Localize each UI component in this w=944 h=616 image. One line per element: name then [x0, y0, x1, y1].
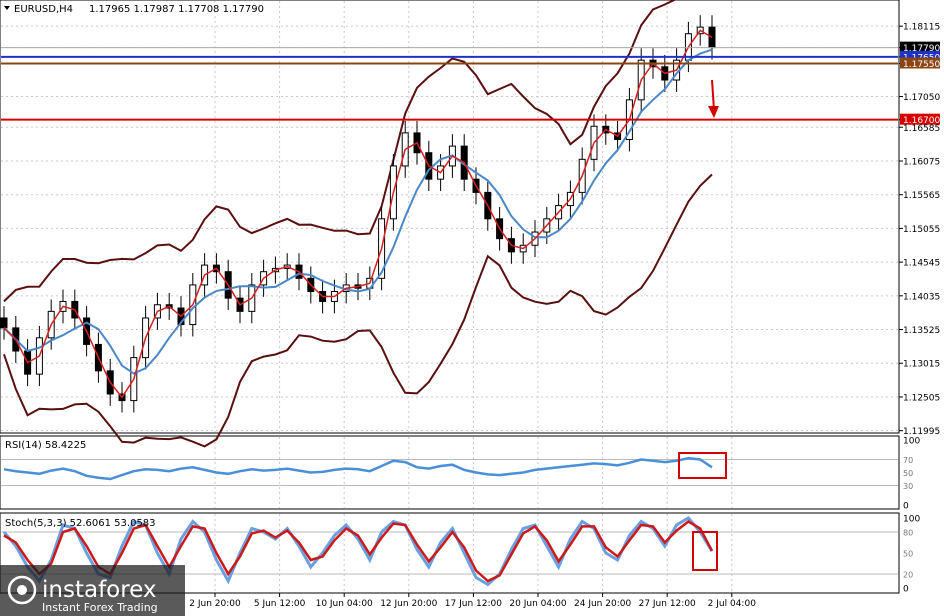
stoch-tick-20: 20 [903, 571, 913, 580]
price-label-1.11995: 1.11995 [903, 427, 940, 437]
price-tag-bg [900, 113, 940, 125]
price-tag-1.17790: 1.17790 [903, 44, 940, 54]
price-label-1.12505: 1.12505 [903, 393, 940, 403]
price-label-1.17050: 1.17050 [903, 93, 940, 103]
rsi-tick-70: 70 [903, 456, 913, 465]
time-label-2: 10 Jun 04:00 [316, 599, 373, 609]
time-label-4: 17 Jun 12:00 [445, 599, 502, 609]
time-label-7: 27 Jun 12:00 [639, 599, 696, 609]
price-tag-bg [900, 57, 940, 69]
rsi-highlight-box [678, 452, 727, 479]
stoch-tick-80: 80 [903, 529, 913, 538]
grid-lines [1, 1, 898, 592]
down-arrow-shaft [711, 79, 715, 111]
bollinger-upper [3, 0, 677, 303]
ma-fast-line [3, 29, 713, 399]
dropdown-triangle-icon[interactable] [4, 6, 10, 10]
rsi-title: RSI(14) 58.4225 [5, 440, 86, 451]
rsi-tick-30: 30 [903, 482, 913, 491]
stoch-tick-100: 100 [903, 515, 920, 525]
price-label-1.16585: 1.16585 [903, 124, 940, 134]
price-label-1.14035: 1.14035 [903, 292, 940, 302]
price-tag-1.17550: 1.17550 [903, 60, 940, 70]
price-label-1.15565: 1.15565 [903, 191, 940, 201]
price-label-1.15055: 1.15055 [903, 225, 940, 235]
time-label-8: 2 Jul 04:00 [708, 599, 757, 609]
ohlc-readout: 1.17965 1.17987 1.17708 1.17790 [89, 4, 264, 15]
stoch-highlight-box [692, 531, 718, 571]
instaforex-logo: instaforex Instant Forex Trading [0, 565, 185, 616]
rsi-indicator: 100 70 50 30 0 [1, 437, 920, 512]
bollinger-lower [3, 173, 713, 448]
rsi-tick-0: 0 [903, 502, 909, 512]
moving-averages [3, 29, 713, 399]
time-axis: 2 Jun 20:00 5 Jun 12:00 10 Jun 04:00 12 Jun… [189, 593, 756, 609]
rsi-pane-frame [0, 435, 900, 510]
price-tag-bg [900, 41, 940, 53]
price-label-1.14545: 1.14545 [903, 259, 940, 269]
time-label-1: 5 Jun 12:00 [254, 599, 306, 609]
ma-slow-line [3, 48, 713, 375]
price-tag-bg [900, 50, 940, 62]
price-label-1.13525: 1.13525 [903, 326, 940, 336]
rsi-line [3, 456, 713, 481]
logo-swirl-icon [7, 575, 37, 605]
rsi-tick-100: 100 [903, 437, 920, 447]
chart-title: EURUSD,H4 [14, 4, 73, 15]
stoch-title: Stoch(5,3,3) 52.6061 53.0583 [5, 518, 156, 529]
time-label-0: 2 Jun 20:00 [189, 599, 241, 609]
bollinger-bands [3, 0, 713, 448]
time-label-3: 12 Jun 20:00 [380, 599, 437, 609]
stoch-tick-0: 0 [903, 585, 909, 595]
main-pane-frame [0, 0, 900, 434]
stoch-tick-50: 50 [903, 550, 913, 559]
time-label-6: 24 Jun 20:00 [574, 599, 631, 609]
candle-body [0, 317, 8, 329]
price-axis: 1.181151.177901.176501.175501.170501.167… [899, 23, 940, 437]
down-arrow-icon [708, 106, 719, 118]
annotations [678, 79, 727, 571]
price-label-1.18115: 1.18115 [903, 23, 940, 33]
horizontal-levels [1, 47, 898, 121]
logo-name: instaforex [42, 577, 157, 603]
price-label-1.13015: 1.13015 [903, 360, 940, 370]
price-tag-1.16700: 1.16700 [903, 116, 940, 126]
price-label-1.16075: 1.16075 [903, 157, 940, 167]
time-label-5: 20 Jun 04:00 [509, 599, 566, 609]
stoch-signal-line [3, 519, 714, 583]
rsi-tick-50: 50 [903, 469, 913, 478]
logo-tagline: Instant Forex Trading [42, 601, 158, 614]
